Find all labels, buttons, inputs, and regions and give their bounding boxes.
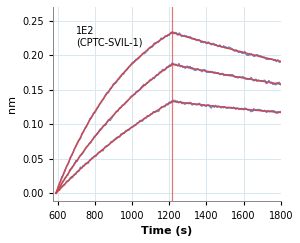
Y-axis label: nm: nm (7, 95, 17, 113)
X-axis label: Time (s): Time (s) (141, 226, 193, 236)
Text: 1E2
(CPTC-SVIL-1): 1E2 (CPTC-SVIL-1) (76, 26, 143, 48)
